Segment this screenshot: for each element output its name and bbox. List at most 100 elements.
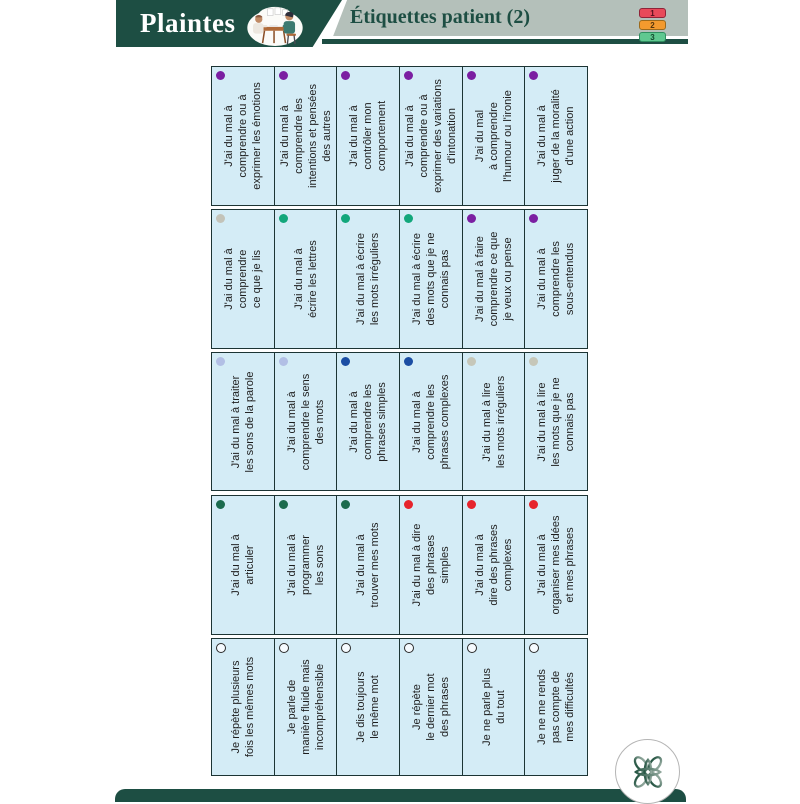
complaint-text: J'ai du mal à comprendre les sous-entend… [536,241,577,317]
page-tab-3: 3 [639,32,666,42]
color-dot-marker [216,71,225,80]
complaint-text: J'ai du mal à comprendre ou à exprimer d… [403,79,458,193]
color-dot-marker [278,71,288,80]
open-circle-marker [466,643,477,653]
complaint-text: J'ai du mal à comprendre ce que je lis [222,248,263,310]
color-dot-marker [404,357,414,366]
open-circle-marker [529,643,540,653]
complaint-cell: J'ai du mal à écrire les mots irrégulier… [336,210,399,348]
open-circle-marker [341,643,352,653]
color-dot-marker [278,214,288,223]
complaint-text: J'ai du mal à faire comprendre ce que je… [473,231,514,327]
color-dot-marker [216,214,225,223]
complaint-cell: J'ai du mal à traiter les sons de la par… [212,353,274,490]
color-dot-marker [466,500,476,509]
complaint-text: Je répète plusieurs fois les mêmes mots [229,656,256,758]
label-row: J'ai du mal à comprendre ou à exprimer l… [211,66,588,206]
color-dot-marker [278,500,288,509]
complaint-text: J'ai du mal à lire les mots irréguliers [480,375,507,468]
header-divider-rule [322,39,688,44]
complaint-text: J'ai du mal à juger de la moralité d'une… [536,89,577,183]
color-dot-marker [404,214,414,223]
color-dot-marker [529,214,539,223]
color-dot-marker [529,357,539,366]
complaint-cell: J'ai du mal à dire des phrases complexes [461,496,525,634]
complaint-text: J'ai du mal à programmer les sons [285,534,326,596]
complaint-cell: J'ai du mal à lire les mots irréguliers [461,353,525,490]
complaint-text: J'ai du mal à contrôler mon comportement [348,100,389,172]
complaint-cell: J'ai du mal à écrire des mots que je ne … [399,210,462,348]
color-dot-marker [341,500,351,509]
complaint-cell: J'ai du mal à lire les mots que je ne co… [524,353,587,490]
complaint-text: Je parle de manière fluide mais incompré… [285,659,326,755]
color-dot-marker [341,214,351,223]
color-dot-marker [404,71,414,80]
complaint-cell: J'ai du mal à dire des phrases simples [399,496,462,634]
color-dot-marker [466,357,476,366]
page-title: Plaintes [140,8,236,38]
color-dot-marker [278,357,288,366]
complaint-text: J'ai du mal à écrire des mots que je ne … [410,232,451,326]
complaint-text: J'ai du mal à dire des phrases simples [410,523,451,607]
open-circle-marker [216,643,226,653]
color-dot-marker [216,357,225,366]
complaint-cell: J'ai du mal à écrire les lettres [273,210,337,348]
page-tab-2: 2 [639,20,666,30]
complaint-cell: J'ai du mal à comprendre ce que je lis [212,210,274,348]
label-row: Je répète plusieurs fois les mêmes mots J… [211,638,588,776]
complaint-cell: J'ai du mal à juger de la moralité d'une… [524,67,587,205]
complaint-cell: J'ai du mal à articuler [212,496,274,634]
label-row: J'ai du mal à traiter les sons de la par… [211,352,588,491]
brand-logo [615,739,680,804]
open-circle-marker [278,643,289,653]
complaint-cell: J'ai du mal à faire comprendre ce que je… [461,210,525,348]
complaint-text: Je répète le dernier mot des phrases [410,673,451,741]
complaint-text: J'ai du mal à traiter les sons de la par… [229,371,256,472]
complaint-cell: Je parle de manière fluide mais incompré… [273,639,337,775]
complaint-cell: J'ai du mal à comprendre les phrases com… [399,353,462,490]
complaint-cell: J'ai du mal à comprendre le sens des mot… [273,353,337,490]
open-circle-marker [404,643,415,653]
complaint-text: J'ai du mal à comprendre les phrases sim… [348,381,389,462]
complaint-cell: J'ai du mal à comprendre l'humour ou l'i… [461,67,525,205]
complaint-cell: J'ai du mal à organiser mes idées et mes… [524,496,587,634]
complaint-cell: Je ne parle plus du tout [461,639,525,775]
complaint-text: J'ai du mal à comprendre les intentions … [278,84,333,188]
complaint-cell: J'ai du mal à programmer les sons [273,496,337,634]
complaint-cell: Je dis toujours le même mot [336,639,399,775]
color-dot-marker [529,71,539,80]
color-dot-marker [341,71,351,80]
color-dot-marker [341,357,351,366]
footer-bar [115,789,686,802]
complaint-cell: J'ai du mal à contrôler mon comportement [336,67,399,205]
color-dot-marker [466,214,476,223]
header-band [333,0,688,36]
page-tab-1: 1 [639,8,666,18]
color-dot-marker [216,500,225,509]
color-dot-marker [404,500,414,509]
header-title-block: Plaintes [116,0,342,47]
complaint-cell: Je répète plusieurs fois les mêmes mots [212,639,274,775]
complaint-text: J'ai du mal à écrire les lettres [292,240,319,318]
color-dot-marker [466,71,476,80]
complaint-text: Je dis toujours le même mot [355,671,382,743]
complaint-cell: J'ai du mal à comprendre les phrases sim… [336,353,399,490]
labels-grid: J'ai du mal à comprendre ou à exprimer l… [211,66,588,776]
complaint-text: J'ai du mal à comprendre ou à exprimer l… [222,82,263,190]
complaint-cell: Je ne me rends pas compte de mes difficu… [524,639,587,775]
page-number-tabs: 1 2 3 [639,8,666,44]
complaint-text: J'ai du mal à organiser mes idées et mes… [536,515,577,615]
complaint-cell: Je répète le dernier mot des phrases [399,639,462,775]
complaint-text: J'ai du mal à comprendre le sens des mot… [285,373,326,470]
complaint-text: J'ai du mal à comprendre les phrases com… [410,374,451,469]
complaint-cell: J'ai du mal à comprendre ou à exprimer d… [399,67,462,205]
knot-icon [633,755,662,788]
complaint-text: J'ai du mal à trouver mes mots [355,522,382,608]
complaint-cell: J'ai du mal à trouver mes mots [336,496,399,634]
label-row: J'ai du mal à comprendre ce que je lis J'… [211,209,588,349]
complaint-cell: J'ai du mal à comprendre les sous-entend… [524,210,587,348]
complaint-cell: J'ai du mal à comprendre les intentions … [273,67,337,205]
complaint-text: J'ai du mal à comprendre l'humour ou l'i… [473,90,514,182]
color-dot-marker [529,500,539,509]
